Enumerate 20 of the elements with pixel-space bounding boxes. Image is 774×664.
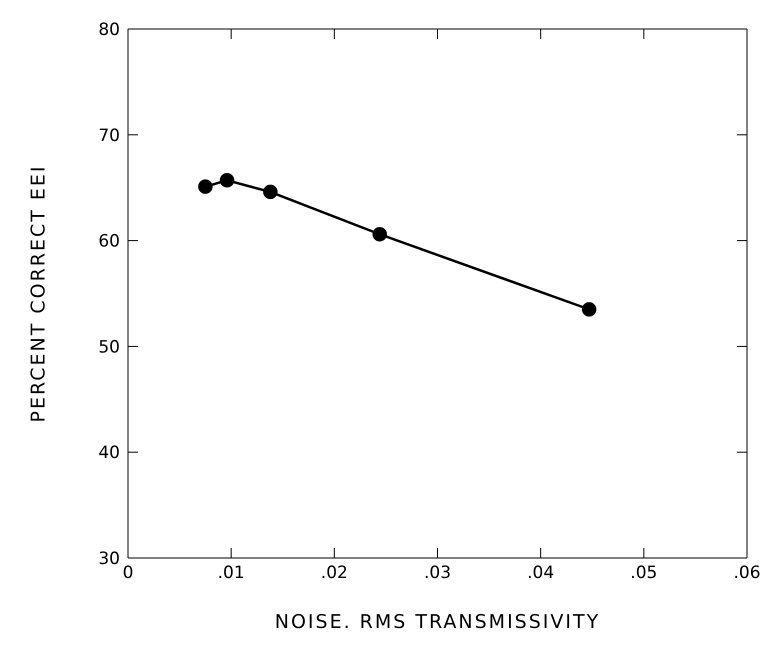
y-tick-label: 70 (98, 126, 120, 146)
x-tick-label: .01 (218, 563, 245, 584)
x-tick-label: .03 (424, 563, 452, 584)
x-axis-title: NOISE. RMS TRANSMISSIVITY (274, 611, 600, 633)
point (372, 227, 387, 242)
y-tick-label: 50 (98, 337, 120, 358)
point (263, 184, 278, 200)
y-tick-label: 40 (98, 443, 120, 464)
point (582, 302, 596, 317)
y-tick-label: 30 (98, 549, 120, 570)
x-tick-label: 0 (122, 563, 134, 584)
y-tick-label: 80 (98, 20, 120, 40)
point (198, 179, 213, 194)
y-tick-label: 60 (98, 232, 120, 252)
point (220, 173, 234, 188)
x-tick-label: .04 (527, 563, 554, 584)
x-tick-label: .02 (320, 563, 348, 584)
x-tick-label: .06 (733, 563, 761, 584)
x-tick-label: .05 (630, 563, 658, 584)
y-axis-title: PERCENT CORRECT EEI (28, 164, 50, 423)
